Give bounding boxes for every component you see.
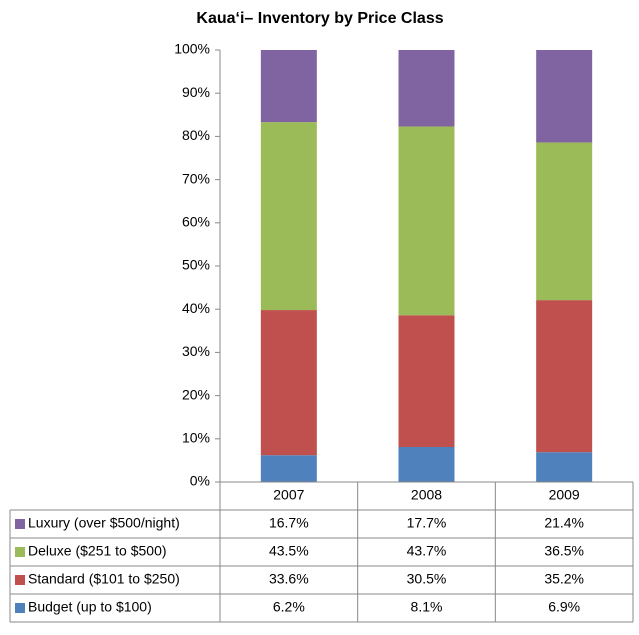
chart-title: Kaua‘i– Inventory by Price Class bbox=[196, 10, 443, 27]
bar-segment bbox=[260, 310, 317, 456]
table-cell: 36.5% bbox=[544, 543, 584, 559]
bar-segment bbox=[260, 122, 317, 311]
table-cell: 8.1% bbox=[411, 599, 443, 615]
legend-key bbox=[15, 575, 25, 585]
y-tick-label: 10% bbox=[182, 430, 210, 446]
bar-segment bbox=[536, 300, 593, 453]
legend-label: Budget (up to $100) bbox=[28, 599, 152, 615]
bar-segment bbox=[536, 142, 593, 301]
bar-segment bbox=[398, 447, 455, 482]
table-cell: 17.7% bbox=[407, 515, 447, 531]
table-cell: 35.2% bbox=[544, 571, 584, 587]
bar-segment bbox=[398, 315, 455, 448]
legend-label: Standard ($101 to $250) bbox=[28, 571, 180, 587]
bar-segment bbox=[398, 50, 455, 127]
y-tick-label: 20% bbox=[182, 386, 210, 402]
table-cell: 6.2% bbox=[273, 599, 305, 615]
table-cell: 43.7% bbox=[407, 543, 447, 559]
y-tick-label: 80% bbox=[182, 127, 210, 143]
legend-label: Luxury (over $500/night) bbox=[28, 515, 180, 531]
legend-key bbox=[15, 547, 25, 557]
table-cell: 30.5% bbox=[407, 571, 447, 587]
legend-key bbox=[15, 519, 25, 529]
table-cell: 33.6% bbox=[269, 571, 309, 587]
table-cell: 6.9% bbox=[548, 599, 580, 615]
table-cell: 21.4% bbox=[544, 515, 584, 531]
bar-segment bbox=[260, 455, 317, 482]
y-tick-label: 70% bbox=[182, 170, 210, 186]
bar-segment bbox=[260, 50, 317, 123]
y-tick-label: 40% bbox=[182, 300, 210, 316]
y-tick-label: 30% bbox=[182, 343, 210, 359]
bar-segment bbox=[398, 126, 455, 316]
table-header: 2008 bbox=[411, 487, 442, 503]
y-tick-label: 50% bbox=[182, 257, 210, 273]
legend-key bbox=[15, 603, 25, 613]
table-cell: 43.5% bbox=[269, 543, 309, 559]
y-tick-label: 100% bbox=[174, 41, 210, 57]
y-tick-label: 0% bbox=[190, 473, 210, 489]
table-cell: 16.7% bbox=[269, 515, 309, 531]
table-header: 2009 bbox=[549, 487, 580, 503]
y-tick-label: 60% bbox=[182, 214, 210, 230]
legend-label: Deluxe ($251 to $500) bbox=[28, 543, 167, 559]
y-tick-label: 90% bbox=[182, 84, 210, 100]
bar-segment bbox=[536, 452, 593, 482]
bar-segment bbox=[536, 50, 593, 143]
table-header: 2007 bbox=[273, 487, 304, 503]
